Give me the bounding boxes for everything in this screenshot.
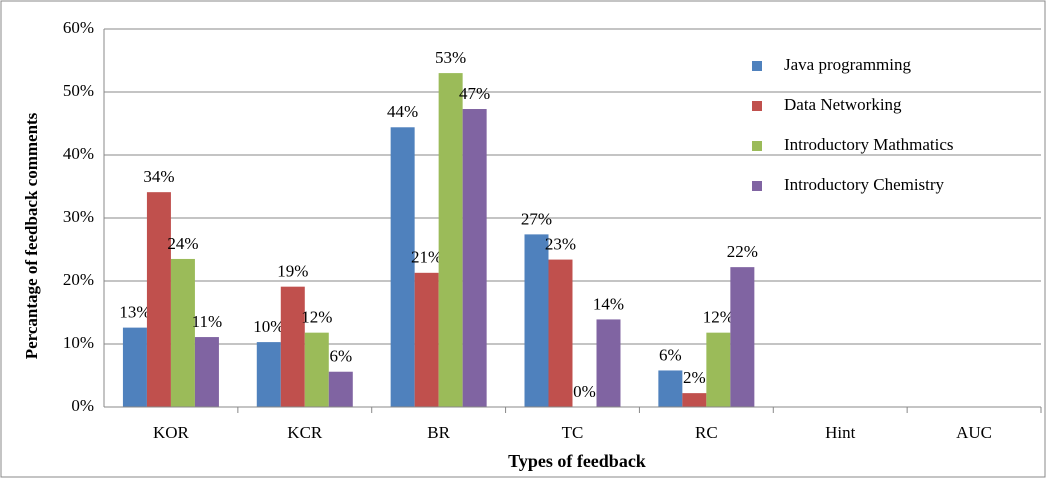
legend-swatch [752,181,762,191]
bar [706,332,731,407]
legend-swatch [752,101,762,111]
y-tick-label: 20% [63,270,94,289]
data-label: 12% [301,308,332,327]
data-label: 6% [659,345,682,364]
data-label: 13% [119,303,150,322]
legend-swatch [752,141,762,151]
bar [462,109,487,407]
data-label: 10% [253,317,284,336]
data-label: 47% [459,84,490,103]
legend-label: Introductory Chemistry [784,175,945,194]
bar [730,267,755,407]
bar [658,370,683,407]
x-axis-title: Types of feedback [508,451,646,471]
bar [194,337,219,407]
x-tick-label: RC [695,423,718,442]
data-label: 34% [143,167,174,186]
y-tick-label: 10% [63,333,94,352]
bar [596,319,621,407]
bar [170,258,195,407]
x-tick-label: BR [427,423,450,442]
legend-label: Data Networking [784,95,902,114]
bar [304,332,329,407]
bar [548,259,573,407]
y-tick-label: 50% [63,81,94,100]
bar [524,234,549,407]
bar [122,327,147,407]
data-label: 24% [167,234,198,253]
legend-label: Introductory Mathmatics [784,135,954,154]
data-label: 27% [521,209,552,228]
bar [256,342,281,407]
bar [390,127,415,407]
x-tick-label: KCR [287,423,323,442]
data-label: 14% [593,294,624,313]
legend-label: Java programming [784,55,911,74]
y-axis-title: Percantage of feedback comments [22,112,41,359]
data-label: 53% [435,48,466,67]
data-label: 12% [703,308,734,327]
y-tick-label: 40% [63,144,94,163]
data-label: 0% [573,382,596,401]
bar [328,371,353,407]
data-label: 23% [545,234,576,253]
data-label: 21% [411,248,442,267]
data-label: 44% [387,102,418,121]
data-label: 6% [329,347,352,366]
x-tick-label: TC [562,423,584,442]
data-label: 11% [192,312,223,331]
bar [438,73,463,407]
data-label: 2% [683,368,706,387]
x-tick-label: Hint [825,423,856,442]
bar [682,393,707,407]
legend-swatch [752,61,762,71]
x-tick-label: KOR [153,423,190,442]
y-tick-label: 60% [63,18,94,37]
y-tick-label: 30% [63,207,94,226]
bar [280,286,305,407]
x-tick-label: AUC [956,423,992,442]
bar [146,192,171,407]
data-label: 22% [727,242,758,261]
data-label: 19% [277,262,308,281]
y-tick-label: 0% [71,396,94,415]
bar [414,272,439,407]
